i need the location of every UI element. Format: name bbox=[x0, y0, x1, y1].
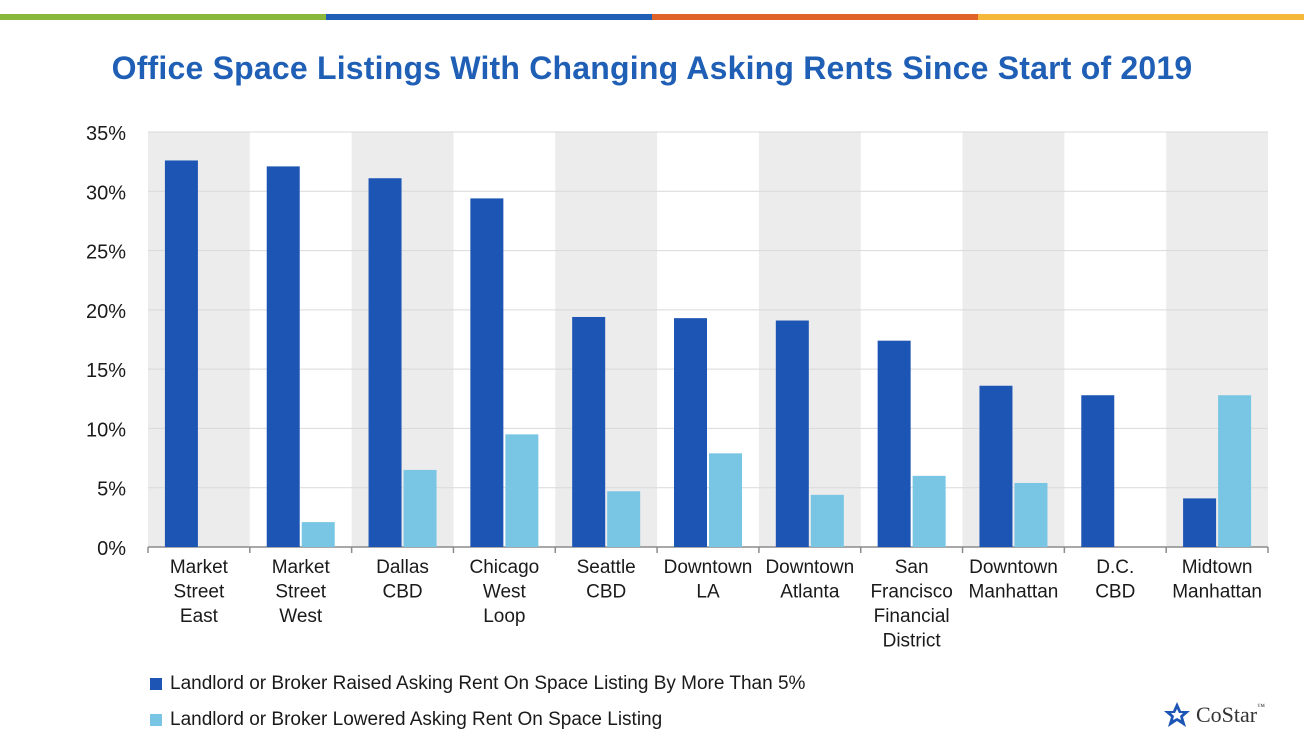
top-bar-yellow-segment bbox=[978, 14, 1304, 20]
bar-lowered bbox=[810, 494, 844, 547]
bar-raised bbox=[775, 320, 809, 547]
category-band bbox=[1166, 132, 1268, 547]
x-category-label: Midtown Manhattan bbox=[1172, 557, 1262, 603]
x-category-label: Downtown Atlanta bbox=[765, 557, 854, 603]
y-tick-label: 15% bbox=[86, 360, 126, 382]
legend-label-lowered: Landlord or Broker Lowered Asking Rent O… bbox=[170, 709, 663, 730]
bar-lowered bbox=[709, 453, 742, 547]
bar-lowered bbox=[403, 469, 437, 547]
category-band bbox=[758, 132, 861, 547]
legend: Landlord or Broker Raised Asking Rent On… bbox=[150, 666, 805, 738]
x-category-label: San Francisco Financial District bbox=[870, 557, 952, 652]
bar-raised bbox=[266, 166, 300, 547]
category-band bbox=[148, 132, 250, 547]
bar-lowered bbox=[1218, 395, 1252, 547]
bar-raised bbox=[164, 160, 198, 547]
legend-swatch-raised bbox=[150, 678, 162, 690]
y-tick-label: 5% bbox=[97, 479, 126, 501]
x-category-label: D.C. CBD bbox=[1095, 557, 1135, 603]
x-category-label: Chicago West Loop bbox=[470, 557, 540, 627]
y-tick-label: 35% bbox=[86, 123, 126, 145]
bar-raised bbox=[368, 178, 402, 547]
chart-title: Office Space Listings With Changing Aski… bbox=[111, 50, 1193, 86]
y-tick-label: 10% bbox=[86, 419, 126, 441]
top-bar-orange-segment bbox=[652, 14, 978, 20]
top-color-bar bbox=[0, 14, 1304, 20]
bar-lowered bbox=[912, 475, 946, 547]
bar-raised bbox=[979, 385, 1013, 547]
category-band bbox=[962, 132, 1065, 547]
bar-raised bbox=[674, 318, 707, 547]
costar-logo-word: CoStar bbox=[1196, 702, 1258, 727]
bar-raised bbox=[877, 340, 911, 547]
bar-raised bbox=[572, 316, 606, 547]
bar-raised bbox=[470, 198, 504, 547]
category-band bbox=[555, 132, 658, 547]
x-category-label: Market Street East bbox=[170, 557, 229, 627]
bar-lowered bbox=[607, 491, 641, 547]
legend-item-raised: Landlord or Broker Raised Asking Rent On… bbox=[150, 666, 805, 702]
y-tick-label: 20% bbox=[86, 301, 126, 323]
bar-raised bbox=[1183, 498, 1217, 547]
legend-swatch-lowered bbox=[150, 714, 162, 726]
bar-lowered bbox=[1014, 482, 1048, 547]
costar-logo: CoStar™ bbox=[1162, 700, 1265, 730]
costar-logo-text: CoStar™ bbox=[1196, 702, 1265, 728]
legend-item-lowered: Landlord or Broker Lowered Asking Rent O… bbox=[150, 702, 805, 738]
bar-raised bbox=[1081, 395, 1115, 547]
x-category-label: Seattle CBD bbox=[577, 557, 636, 603]
costar-trademark: ™ bbox=[1257, 702, 1265, 711]
top-bar-blue-segment bbox=[326, 14, 652, 20]
bar-lowered bbox=[505, 434, 539, 547]
top-bar-green-segment bbox=[0, 14, 326, 20]
bar-lowered bbox=[301, 522, 335, 547]
y-tick-label: 25% bbox=[86, 242, 126, 264]
y-tick-label: 0% bbox=[97, 538, 126, 560]
x-category-label: Downtown Manhattan bbox=[969, 557, 1059, 603]
legend-label-raised: Landlord or Broker Raised Asking Rent On… bbox=[170, 673, 806, 694]
x-category-label: Market Street West bbox=[272, 557, 331, 627]
costar-star-icon bbox=[1164, 702, 1190, 727]
x-category-label: Dallas CBD bbox=[376, 557, 429, 603]
y-tick-label: 30% bbox=[86, 182, 126, 204]
category-band bbox=[351, 132, 454, 547]
x-category-label: Downtown LA bbox=[664, 557, 753, 603]
